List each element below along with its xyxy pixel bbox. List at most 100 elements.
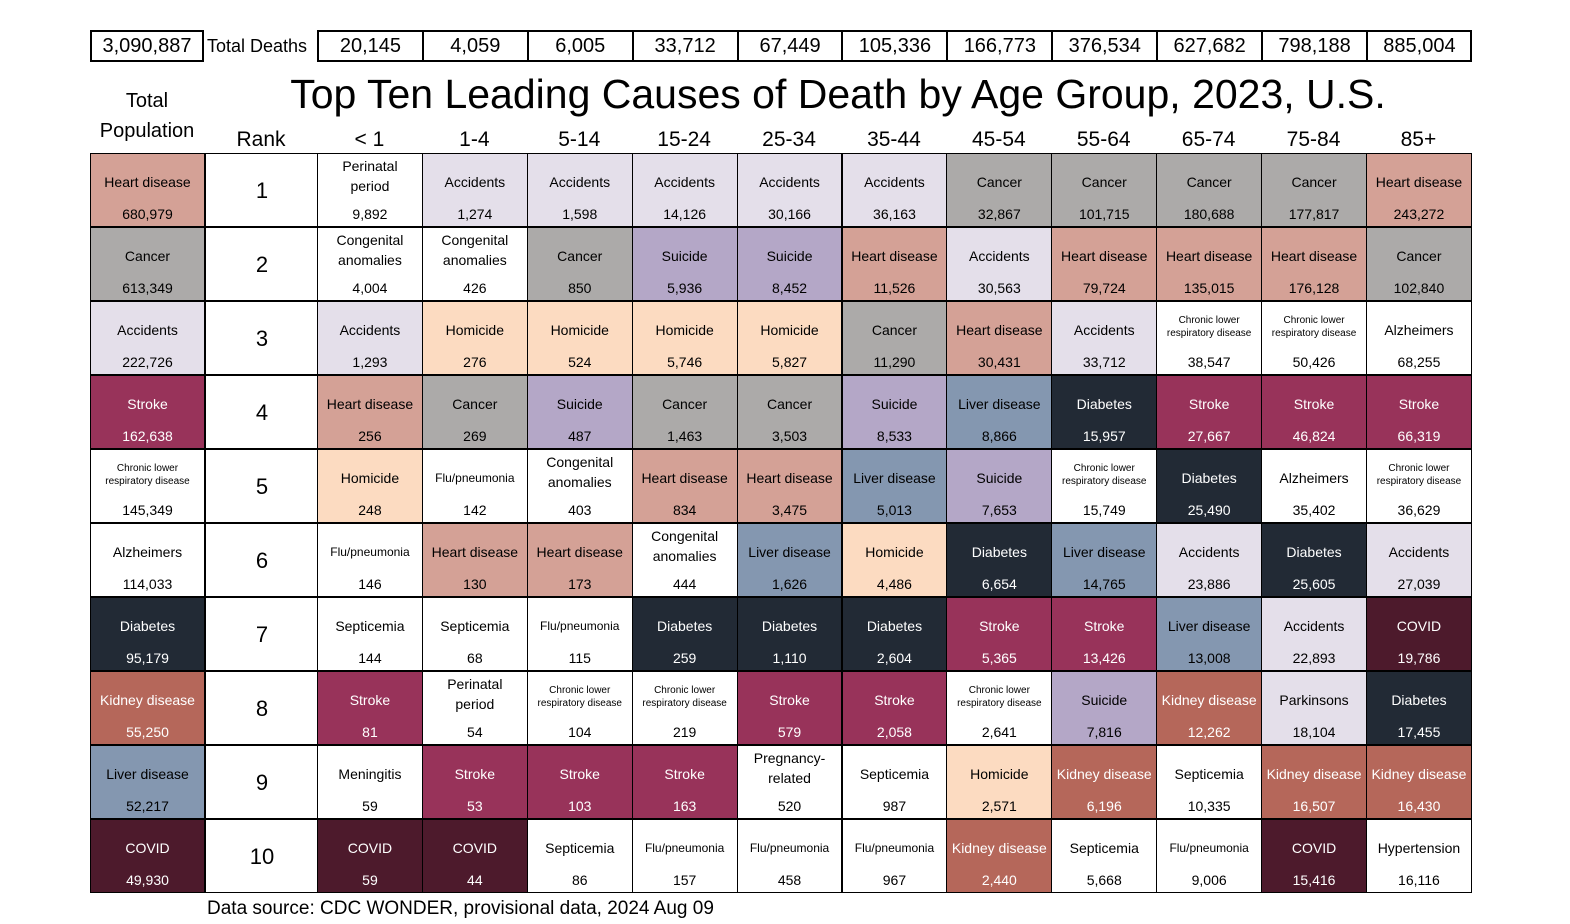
cause-label: Stroke [874,692,915,708]
death-count: 101,715 [1078,206,1130,222]
death-count: 3,475 [772,502,808,518]
cause-label: Septicemia [859,766,930,782]
age-group-cell: Liver disease 14,765 [1051,523,1158,597]
age-group-cell: Chronic lower respiratory disease 50,426 [1261,301,1367,375]
death-count: 30,431 [977,354,1021,370]
cause-label: Homicide [550,322,609,338]
age-group-cell: Cancer 101,715 [1051,153,1158,227]
rank-cell: 4 [205,375,319,449]
age-group-cell: Liver disease 1,626 [736,523,843,597]
age-group-cell: Stroke 579 [736,671,843,745]
cause-label: Stroke [1398,396,1440,412]
death-count: 426 [463,280,487,296]
death-count: 104 [568,724,592,740]
total-deaths-cell: 166,773 [948,32,1054,60]
age-group-cell: Homicide 2,571 [946,745,1053,819]
cause-label: Heart disease [1061,248,1148,264]
age-group-cell: Accidents 23,886 [1156,523,1263,597]
age-group-cell: Parkinsons 18,104 [1261,671,1367,745]
cause-label: Accidents [968,248,1030,264]
death-count: 243,272 [1393,206,1445,222]
age-group-header: 85+ [1400,128,1437,151]
age-group-cell: Cancer 1,463 [631,375,738,449]
cause-label: Congenital anomalies [546,454,614,490]
age-group-cell: Flu/pneumonia 967 [841,819,948,893]
total-deaths-label: Total Deaths [207,36,308,56]
age-group-cell: Septicemia 144 [317,597,423,671]
cause-label: Cancer [1291,174,1337,190]
age-group-cell: Perinatal period 54 [421,671,528,745]
age-group-cell: Diabetes 25,490 [1156,449,1263,523]
age-group-cell: Suicide 8,452 [736,227,843,301]
cause-label: Stroke [769,692,810,708]
death-count: 12,262 [1187,724,1231,740]
cause-label: Heart disease [104,174,191,190]
total-deaths-cell: 376,534 [1053,32,1159,60]
age-group-cell: Stroke 5,365 [946,597,1053,671]
age-group-header: 25-34 [762,128,816,151]
age-group-cell: Heart disease 135,015 [1156,227,1263,301]
death-count: 53 [467,798,483,814]
age-group-cell: Accidents 30,166 [736,153,843,227]
chart-title: Top Ten Leading Causes of Death by Age G… [290,71,1386,117]
age-group-header: 1-4 [459,128,490,151]
age-group-header: 35-44 [867,128,921,151]
age-group-cell: Stroke 81 [317,671,423,745]
age-group-cell: Homicide 524 [526,301,633,375]
total-population-cell: Liver disease 52,217 [90,745,205,819]
rank-number: 7 [255,622,269,647]
cause-label: Heart disease [746,470,833,486]
death-count: 86 [571,872,588,888]
age-group-cell: Liver disease 13,008 [1156,597,1263,671]
cause-label: Accidents [117,322,178,338]
age-group-cell: Heart disease 256 [317,375,423,449]
death-count: 36,629 [1397,502,1441,518]
death-count: 103 [568,798,592,814]
age-group-cell: Perinatal period 9,892 [317,153,423,227]
cause-label: Heart disease [1375,174,1463,190]
cause-label: Septicemia [335,618,405,634]
age-group-cell: Liver disease 8,866 [946,375,1053,449]
death-count: 15,749 [1082,502,1126,518]
death-count: 1,110 [772,650,807,666]
death-count: 177,817 [1288,206,1340,222]
cause-label: Liver disease [1062,544,1146,560]
cause-label: COVID [1291,840,1337,856]
age-group-cell: Homicide 276 [421,301,528,375]
cause-label: Diabetes [119,618,176,634]
death-count: 7,653 [981,502,1017,518]
death-count: 13,426 [1082,650,1126,666]
age-group-cell: Accidents 1,274 [421,153,528,227]
death-count: 59 [362,798,378,814]
age-group-header: 55-64 [1076,128,1131,151]
death-count: 17,455 [1397,724,1441,740]
age-group-cell: Cancer 180,688 [1156,153,1263,227]
death-count: 1,626 [772,576,808,592]
death-count: 55,250 [126,724,169,740]
cause-label: Diabetes [1076,396,1132,412]
cause-label: Diabetes [866,618,923,634]
total-population-cell: Chronic lower respiratory disease 145,349 [90,449,205,523]
age-group-cell: Kidney disease 12,262 [1156,671,1263,745]
cause-label: Septicemia [440,618,510,634]
death-count: 25,605 [1292,576,1336,592]
rank-number: 3 [255,326,269,351]
total-population-cell: Kidney disease 55,250 [90,671,205,745]
age-group-cell: Diabetes 259 [631,597,738,671]
cause-label: Chronic lower respiratory disease [1376,463,1462,487]
death-count: 613,349 [122,280,173,296]
death-count: 5,668 [1086,872,1122,888]
death-count: 18,104 [1292,724,1336,740]
cause-label: Septicemia [1069,840,1139,856]
cause-label: Heart disease [956,322,1043,338]
total-deaths-by-age-row: 20,145 4,059 6,005 33,712 67,449 105,336 166,7… [317,30,1472,62]
age-group-cell: Heart disease 173 [526,523,633,597]
cause-label: Heart disease [1165,248,1253,264]
age-group-cell: Suicide 7,653 [946,449,1053,523]
age-group-cell: Meningitis 59 [317,745,423,819]
cause-label: Homicide [865,544,924,560]
total-deaths-cell: 798,188 [1263,32,1368,60]
death-count: 33,712 [1082,354,1126,370]
cause-label: Hypertension [1377,840,1461,856]
death-count: 22,893 [1292,650,1336,666]
